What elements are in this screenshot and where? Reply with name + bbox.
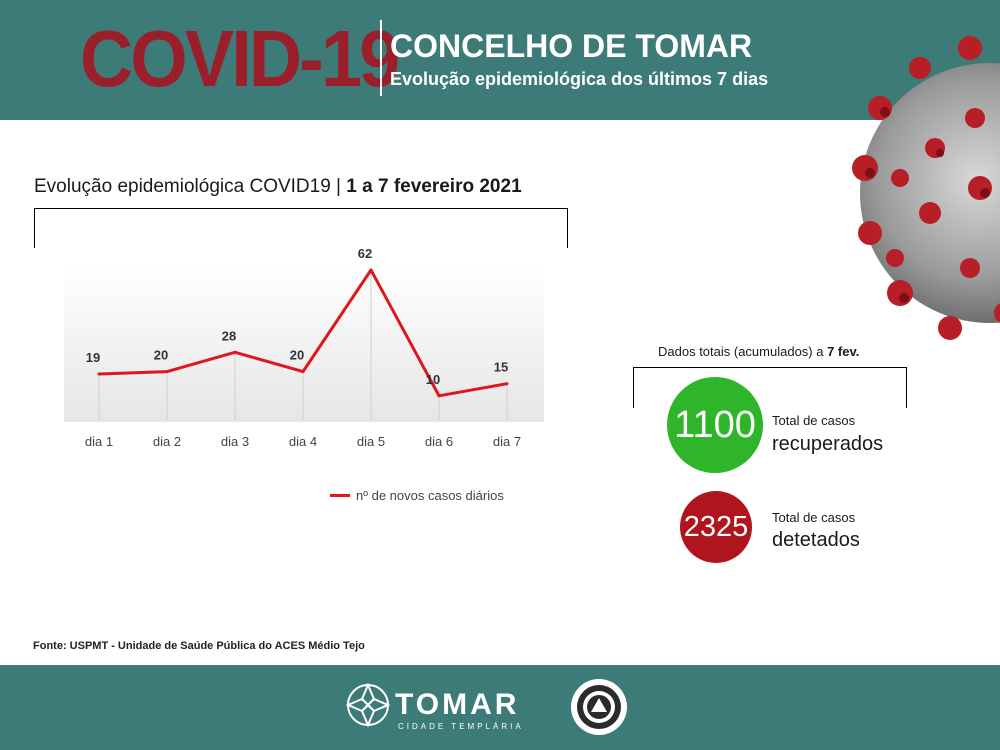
covid-title: COVID-19 <box>80 14 400 103</box>
x-tick-label: dia 4 <box>289 434 317 449</box>
footer-bar <box>0 665 1000 750</box>
region-subtitle: Evolução epidemiológica dos últimos 7 di… <box>390 69 769 89</box>
totals-heading: Dados totais (acumulados) a 7 fev. <box>658 344 859 359</box>
totals-heading-prefix: Dados totais (acumulados) a <box>658 344 828 359</box>
data-point <box>437 394 441 398</box>
detected-label-small: Total de casos <box>772 510 856 525</box>
recovered-label-big: recuperados <box>772 433 884 455</box>
data-point <box>97 372 101 376</box>
x-tick-label: dia 3 <box>221 434 249 449</box>
x-tick-label: dia 2 <box>153 434 181 449</box>
data-point <box>165 370 169 374</box>
data-point <box>233 350 237 354</box>
data-point <box>505 382 509 386</box>
footer-brand-subtitle: CIDADE TEMPLÁRIA <box>398 722 524 731</box>
footer-brand: TOMAR <box>395 688 520 721</box>
data-label: 19 <box>86 350 100 365</box>
civil-protection-seal-icon <box>571 679 627 735</box>
chart-legend: nº de novos casos diários <box>330 488 504 503</box>
detected-total-circle: 2325 <box>680 491 752 563</box>
data-label: 20 <box>154 348 168 363</box>
templar-cross-emblem-icon <box>345 682 391 728</box>
chart-heading-prefix: Evolução epidemiológica COVID19 | <box>34 176 347 197</box>
header-bar <box>0 0 1000 120</box>
recovered-total-circle: 1100 <box>667 377 763 473</box>
recovered-label-small: Total de casos <box>772 413 856 428</box>
source-note: Fonte: USPMT - Unidade de Saúde Pública … <box>33 640 365 652</box>
data-label: 62 <box>358 246 372 261</box>
totals-bracket <box>633 367 907 408</box>
data-point <box>369 268 373 272</box>
chart-bracket-top <box>34 208 568 209</box>
region-title: CONCELHO DE TOMAR <box>390 28 753 64</box>
plot-area <box>64 262 544 422</box>
detected-label-big: detetados <box>772 529 860 551</box>
chart-heading-period: 1 a 7 fevereiro 2021 <box>346 176 522 197</box>
x-tick-label: dia 7 <box>493 434 521 449</box>
legend-label: nº de novos casos diários <box>356 488 504 503</box>
chart-heading: Evolução epidemiológica COVID19 | 1 a 7 … <box>34 176 522 198</box>
x-tick-label: dia 5 <box>357 434 385 449</box>
data-point <box>301 370 305 374</box>
x-tick-label: dia 1 <box>85 434 113 449</box>
legend-swatch <box>330 494 350 497</box>
chart-bracket-right <box>567 208 568 248</box>
chart-bracket-left <box>34 208 35 248</box>
data-label: 20 <box>290 348 304 363</box>
totals-heading-date: 7 fev. <box>827 344 860 359</box>
title-divider <box>380 20 382 96</box>
coronavirus-illustration-icon <box>852 36 1000 340</box>
data-label: 28 <box>222 328 236 343</box>
x-tick-label: dia 6 <box>425 434 453 449</box>
data-label: 10 <box>426 372 440 387</box>
data-label: 15 <box>494 360 508 375</box>
